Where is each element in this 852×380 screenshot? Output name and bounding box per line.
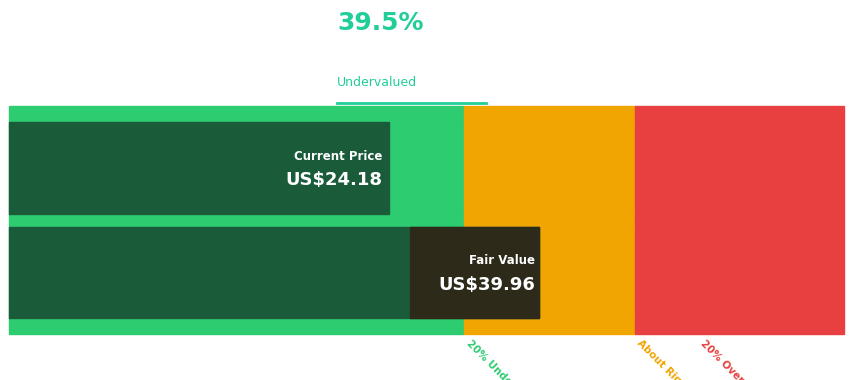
- Bar: [635, 227, 843, 318]
- Bar: [635, 214, 843, 227]
- Text: 20% Overvalued: 20% Overvalued: [697, 338, 772, 380]
- Bar: [463, 106, 635, 122]
- Bar: [9, 214, 463, 227]
- Bar: [9, 106, 463, 122]
- Text: US$39.96: US$39.96: [438, 276, 534, 294]
- Text: Current Price: Current Price: [293, 150, 382, 163]
- Text: 39.5%: 39.5%: [337, 11, 423, 35]
- Bar: [9, 318, 463, 334]
- Bar: [463, 227, 635, 318]
- Bar: [463, 318, 635, 334]
- Bar: [409, 227, 538, 318]
- Bar: [463, 122, 635, 214]
- Bar: [9, 227, 538, 318]
- Text: 20% Undervalued: 20% Undervalued: [463, 338, 544, 380]
- Bar: [9, 227, 463, 318]
- Text: Fair Value: Fair Value: [469, 255, 534, 268]
- Text: About Right: About Right: [635, 338, 692, 380]
- Text: US$24.18: US$24.18: [285, 171, 382, 189]
- Bar: [635, 106, 843, 122]
- Bar: [9, 122, 463, 214]
- Bar: [9, 122, 389, 214]
- Text: Undervalued: Undervalued: [337, 76, 417, 89]
- Bar: [635, 318, 843, 334]
- Bar: [463, 214, 635, 227]
- Bar: [635, 122, 843, 214]
